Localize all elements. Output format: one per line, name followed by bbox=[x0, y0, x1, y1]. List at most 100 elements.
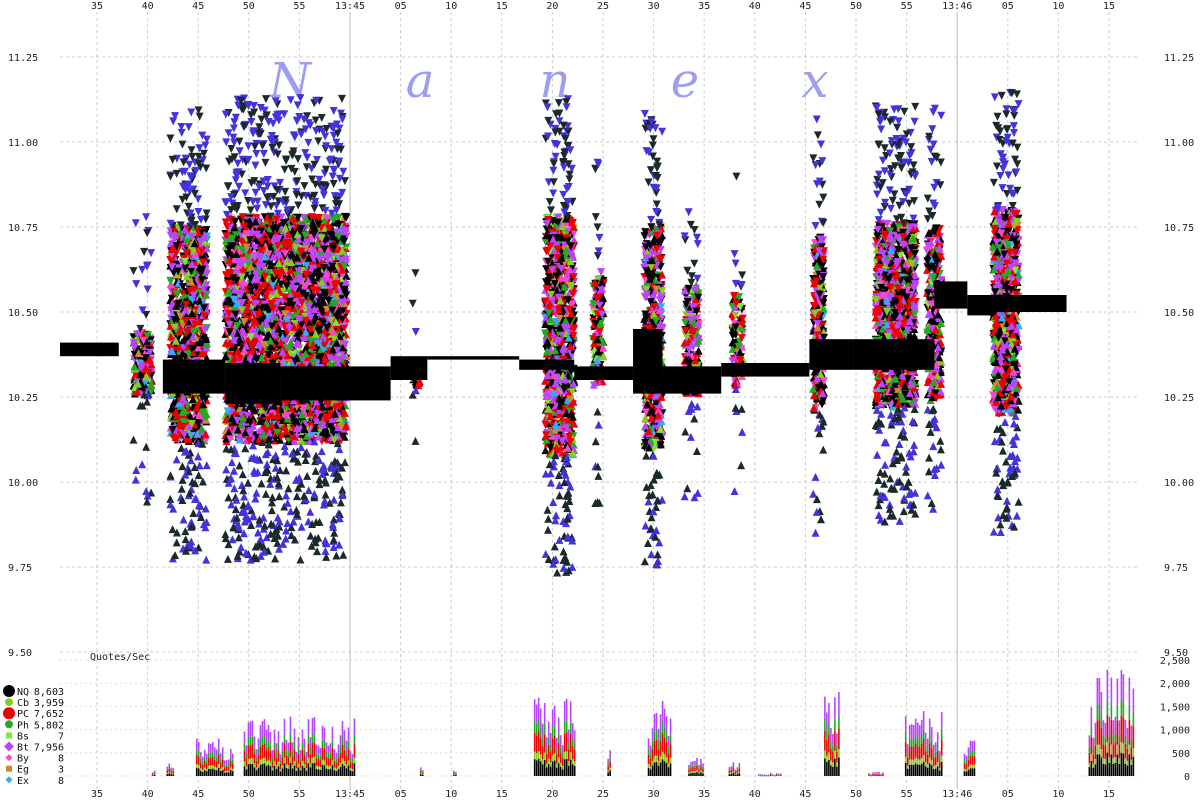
ask-quote-marker bbox=[195, 112, 204, 121]
bid-quote-marker bbox=[130, 362, 139, 371]
ask-quote-marker bbox=[194, 152, 203, 161]
bid-quote-marker bbox=[172, 301, 181, 310]
bid-quote-marker bbox=[131, 475, 140, 484]
ask-quote-marker bbox=[198, 131, 207, 140]
ask-quote-marker bbox=[200, 304, 209, 313]
ask-quote-marker bbox=[199, 149, 208, 158]
bid-quote-marker bbox=[202, 290, 211, 299]
ask-quote-marker bbox=[192, 255, 201, 264]
bid-quote-marker bbox=[177, 444, 186, 453]
bid-quote-marker bbox=[176, 228, 185, 237]
ask-quote-marker bbox=[188, 152, 197, 161]
bid-quote-marker bbox=[178, 462, 187, 471]
ask-quote-marker bbox=[251, 161, 260, 170]
bid-quote-marker bbox=[191, 494, 200, 503]
ask-quote-marker bbox=[136, 364, 145, 373]
ask-quote-marker bbox=[177, 128, 186, 137]
ask-quote-marker bbox=[167, 286, 176, 295]
bid-quote-marker bbox=[166, 500, 175, 509]
ask-quote-marker bbox=[327, 145, 336, 154]
ask-quote-marker bbox=[319, 191, 328, 200]
ask-quote-marker bbox=[187, 344, 196, 353]
ask-quote-marker bbox=[174, 267, 183, 276]
ask-quote-marker bbox=[170, 323, 179, 332]
bid-quote-marker bbox=[201, 430, 210, 439]
bid-quote-marker bbox=[202, 244, 211, 253]
bid-quote-marker bbox=[195, 317, 204, 326]
ask-quote-marker bbox=[187, 108, 196, 117]
bid-quote-marker bbox=[180, 225, 189, 234]
ask-quote-marker bbox=[176, 221, 185, 230]
bid-quote-marker bbox=[195, 296, 204, 305]
ask-quote-marker bbox=[181, 418, 190, 427]
ask-quote-marker bbox=[138, 265, 147, 274]
bid-quote-marker bbox=[175, 326, 184, 335]
bid-quote-marker bbox=[182, 447, 191, 456]
ask-quote-marker bbox=[169, 117, 178, 126]
bid-quote-marker bbox=[142, 372, 151, 381]
bid-quote-marker bbox=[187, 277, 196, 286]
ask-quote-marker bbox=[187, 431, 196, 440]
bid-quote-marker bbox=[173, 389, 182, 398]
ask-quote-marker bbox=[190, 327, 199, 336]
ask-quote-marker bbox=[138, 306, 147, 315]
watermark-letter: e bbox=[671, 53, 699, 109]
bid-quote-marker bbox=[187, 518, 196, 527]
bid-quote-marker bbox=[181, 470, 190, 479]
bid-quote-marker bbox=[193, 429, 202, 438]
bid-quote-marker bbox=[172, 351, 181, 360]
bid-quote-marker bbox=[133, 379, 142, 388]
bid-quote-marker bbox=[202, 335, 211, 344]
ask-quote-marker bbox=[181, 437, 190, 446]
bid-quote-marker bbox=[321, 546, 330, 555]
ask-quote-marker bbox=[141, 354, 150, 363]
ask-quote-marker bbox=[182, 300, 191, 309]
bid-quote-marker bbox=[195, 338, 204, 347]
ask-quote-marker bbox=[145, 348, 154, 357]
ask-quote-marker bbox=[142, 310, 151, 319]
bid-quote-marker bbox=[140, 390, 149, 399]
ask-quote-marker bbox=[143, 285, 152, 294]
bid-quote-marker bbox=[201, 504, 210, 513]
ask-quote-marker bbox=[202, 164, 211, 173]
bid-quote-marker bbox=[194, 434, 203, 443]
bid-quote-marker bbox=[186, 541, 195, 550]
ask-quote-marker bbox=[179, 282, 188, 291]
bid-quote-marker bbox=[283, 498, 292, 507]
bid-quote-marker bbox=[198, 439, 207, 448]
bid-quote-marker bbox=[194, 500, 203, 509]
ask-quote-marker bbox=[189, 291, 198, 300]
ask-quote-marker bbox=[168, 255, 177, 264]
ask-quote-marker bbox=[142, 213, 151, 222]
bid-quote-marker bbox=[173, 270, 182, 279]
bid-quote-marker bbox=[271, 554, 280, 563]
bid-quote-marker bbox=[168, 245, 177, 254]
bid-quote-marker bbox=[194, 452, 203, 461]
bid-quote-marker bbox=[185, 422, 194, 431]
ask-quote-marker bbox=[328, 172, 337, 181]
ask-quote-marker bbox=[179, 422, 188, 431]
ask-quote-marker bbox=[172, 169, 181, 178]
bid-quote-marker bbox=[166, 494, 175, 503]
ask-quote-marker bbox=[267, 202, 276, 211]
ask-quote-marker bbox=[171, 232, 180, 241]
bid-quote-marker bbox=[202, 555, 211, 564]
ask-quote-marker bbox=[129, 267, 138, 276]
bid-quote-marker bbox=[168, 299, 177, 308]
bid-quote-marker bbox=[185, 488, 194, 497]
bid-quote-marker bbox=[132, 466, 141, 475]
ask-quote-marker bbox=[169, 433, 178, 442]
bid-quote-marker bbox=[191, 546, 200, 555]
ask-quote-marker bbox=[202, 209, 211, 218]
bid-quote-marker bbox=[139, 364, 148, 373]
grid bbox=[60, 12, 1140, 790]
bid-quote-marker bbox=[197, 424, 206, 433]
ask-quote-marker bbox=[304, 138, 313, 147]
ask-quote-marker bbox=[194, 159, 203, 168]
bid-quote-marker bbox=[142, 487, 151, 496]
bid-quote-marker bbox=[237, 481, 246, 490]
bid-quote-marker bbox=[187, 537, 196, 546]
ask-quote-marker bbox=[181, 294, 190, 303]
bid-quote-marker bbox=[181, 527, 190, 536]
